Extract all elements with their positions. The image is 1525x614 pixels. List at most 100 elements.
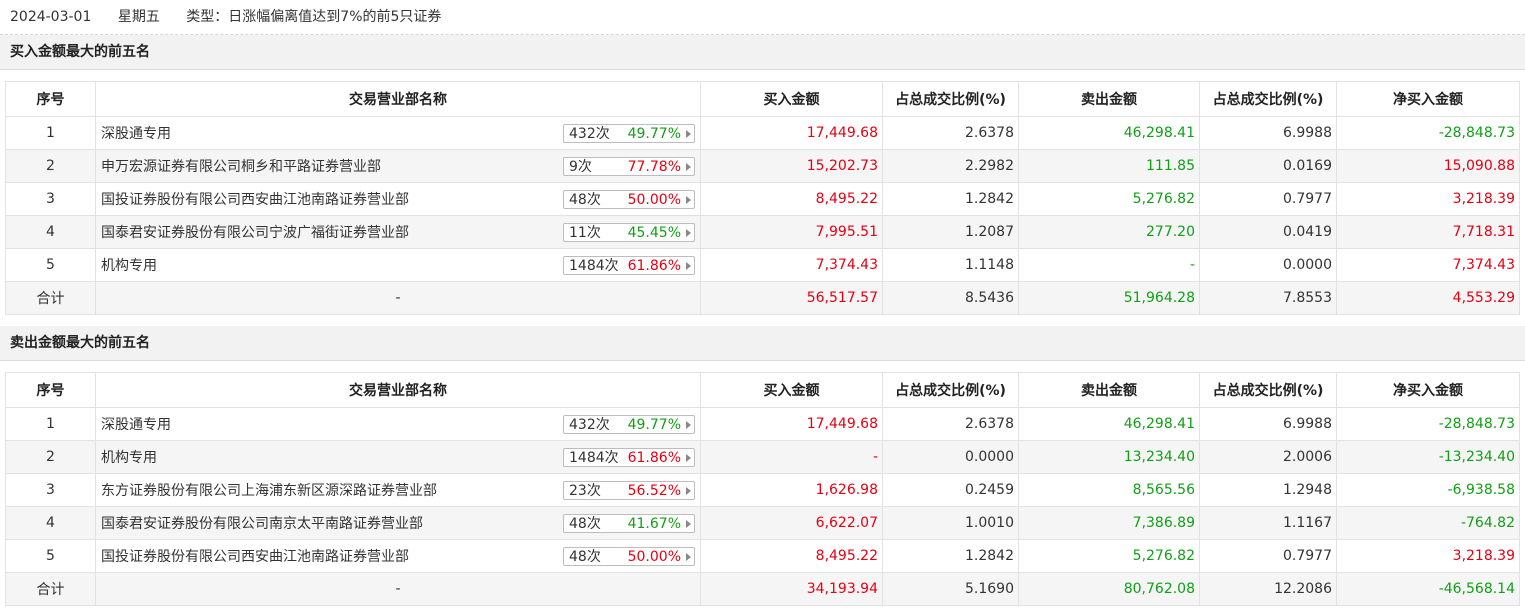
column-header: 买入金额 <box>700 81 883 117</box>
row-index: 4 <box>5 215 96 249</box>
sell-ratio: 1.2948 <box>1199 473 1337 507</box>
total-buy-ratio: 5.1690 <box>882 572 1019 606</box>
appearance-count: 48次 <box>569 192 601 208</box>
broker-cell: 东方证券股份有限公司上海浦东新区源深路证券营业部 23次 56.52% <box>95 473 701 507</box>
broker-stats-button[interactable]: 9次 77.78% <box>563 157 695 176</box>
caret-right-icon <box>686 196 691 204</box>
spacer <box>0 70 1525 81</box>
sell-amount: 46,298.41 <box>1018 116 1200 150</box>
broker-name[interactable]: 机构专用 <box>101 258 157 274</box>
appearance-count: 1484次 <box>569 450 619 466</box>
broker-stats-button[interactable]: 23次 56.52% <box>563 481 695 500</box>
weekday: 星期五 <box>117 9 160 25</box>
buy-amount: 7,374.43 <box>700 248 883 282</box>
appearance-count: 9次 <box>569 159 592 175</box>
table-row: 4 国泰君安证券股份有限公司南京太平南路证券营业部 48次 41.67% 6,622.0… <box>5 506 1520 540</box>
top-info-bar: 2024-03-01 星期五 类型：日涨幅偏离值达到7%的前5只证券 <box>0 0 1525 34</box>
sell-amount: 5,276.82 <box>1018 182 1200 216</box>
broker-name[interactable]: 深股通专用 <box>101 126 171 142</box>
sell-amount: 111.85 <box>1018 149 1200 183</box>
total-broker-placeholder: - <box>95 572 701 606</box>
column-header: 净买入金额 <box>1336 81 1520 117</box>
broker-name[interactable]: 机构专用 <box>101 450 157 466</box>
net-buy-amount: 15,090.88 <box>1336 149 1520 183</box>
sell-ratio: 6.9988 <box>1199 116 1337 150</box>
broker-cell: 国投证券股份有限公司西安曲江池南路证券营业部 48次 50.00% <box>95 539 701 573</box>
broker-name[interactable]: 国投证券股份有限公司西安曲江池南路证券营业部 <box>101 192 409 208</box>
broker-cell: 国投证券股份有限公司西安曲江池南路证券营业部 48次 50.00% <box>95 182 701 216</box>
buy-ratio: 2.6378 <box>882 116 1019 150</box>
trade-date: 2024-03-01 <box>10 9 92 25</box>
row-index: 3 <box>5 473 96 507</box>
net-buy-amount: -28,848.73 <box>1336 407 1520 441</box>
broker-stats-button[interactable]: 11次 45.45% <box>563 223 695 242</box>
appearance-count: 23次 <box>569 483 601 499</box>
broker-name[interactable]: 东方证券股份有限公司上海浦东新区源深路证券营业部 <box>101 483 437 499</box>
row-index: 1 <box>5 407 96 441</box>
sell-ratio: 1.1167 <box>1199 506 1337 540</box>
broker-name[interactable]: 深股通专用 <box>101 417 171 433</box>
net-buy-amount: -28,848.73 <box>1336 116 1520 150</box>
buy-amount: 1,626.98 <box>700 473 883 507</box>
top-sellers-table: 序号 交易营业部名称 买入金额 占总成交比例(%) 卖出金额 占总成交比例(%) 净买入金额… <box>5 372 1520 606</box>
column-header: 占总成交比例(%) <box>882 372 1019 408</box>
column-header: 序号 <box>5 81 96 117</box>
caret-right-icon <box>686 421 691 429</box>
broker-stats-button[interactable]: 48次 50.00% <box>563 547 695 566</box>
win-rate: 77.78% <box>627 159 681 175</box>
sell-amount: 277.20 <box>1018 215 1200 249</box>
broker-stats-button[interactable]: 432次 49.77% <box>563 415 695 434</box>
buy-amount: 15,202.73 <box>700 149 883 183</box>
total-sell-amount: 80,762.08 <box>1018 572 1200 606</box>
broker-name[interactable]: 申万宏源证券有限公司桐乡和平路证券营业部 <box>101 159 381 175</box>
buy-ratio: 2.6378 <box>882 407 1019 441</box>
table-row: 5 国投证券股份有限公司西安曲江池南路证券营业部 48次 50.00% 8,495.22… <box>5 539 1520 573</box>
net-buy-amount: -6,938.58 <box>1336 473 1520 507</box>
win-rate: 49.77% <box>627 417 681 433</box>
caret-right-icon <box>686 229 691 237</box>
section-title: 卖出金额最大的前五名 <box>0 326 1525 361</box>
appearance-count: 48次 <box>569 516 601 532</box>
total-buy-ratio: 8.5436 <box>882 281 1019 315</box>
win-rate: 61.86% <box>627 450 681 466</box>
win-rate: 41.67% <box>627 516 681 532</box>
table-row: 2 申万宏源证券有限公司桐乡和平路证券营业部 9次 77.78% 15,202.73 2.… <box>5 149 1520 183</box>
win-rate: 50.00% <box>627 549 681 565</box>
column-header: 序号 <box>5 372 96 408</box>
broker-stats-button[interactable]: 48次 41.67% <box>563 514 695 533</box>
broker-cell: 机构专用 1484次 61.86% <box>95 440 701 474</box>
broker-name[interactable]: 国泰君安证券股份有限公司宁波广福街证券营业部 <box>101 225 409 241</box>
net-buy-amount: 3,218.39 <box>1336 182 1520 216</box>
buy-ratio: 1.2842 <box>882 539 1019 573</box>
column-header: 卖出金额 <box>1018 81 1200 117</box>
broker-stats-button[interactable]: 48次 50.00% <box>563 190 695 209</box>
buy-amount: - <box>700 440 883 474</box>
table-row: 3 东方证券股份有限公司上海浦东新区源深路证券营业部 23次 56.52% 1,626.… <box>5 473 1520 507</box>
broker-stats-button[interactable]: 1484次 61.86% <box>563 448 695 467</box>
top-buyers-table: 序号 交易营业部名称 买入金额 占总成交比例(%) 卖出金额 占总成交比例(%) 净买入金额… <box>5 81 1520 315</box>
broker-name[interactable]: 国投证券股份有限公司西安曲江池南路证券营业部 <box>101 549 409 565</box>
buy-amount: 17,449.68 <box>700 116 883 150</box>
sell-ratio: 0.7977 <box>1199 539 1337 573</box>
broker-stats-button[interactable]: 1484次 61.86% <box>563 256 695 275</box>
buy-ratio: 0.2459 <box>882 473 1019 507</box>
row-index: 5 <box>5 539 96 573</box>
total-broker-placeholder: - <box>95 281 701 315</box>
caret-right-icon <box>686 163 691 171</box>
net-buy-amount: -764.82 <box>1336 506 1520 540</box>
buy-amount: 8,495.22 <box>700 182 883 216</box>
broker-cell: 国泰君安证券股份有限公司宁波广福街证券营业部 11次 45.45% <box>95 215 701 249</box>
net-buy-amount: -13,234.40 <box>1336 440 1520 474</box>
appearance-count: 1484次 <box>569 258 619 274</box>
table-row: 1 深股通专用 432次 49.77% 17,449.68 2.6378 46,298.41… <box>5 116 1520 150</box>
net-buy-amount: 3,218.39 <box>1336 539 1520 573</box>
row-index: 4 <box>5 506 96 540</box>
broker-stats-button[interactable]: 432次 49.77% <box>563 124 695 143</box>
buy-amount: 17,449.68 <box>700 407 883 441</box>
sell-amount: 13,234.40 <box>1018 440 1200 474</box>
buy-ratio: 0.0000 <box>882 440 1019 474</box>
column-header: 净买入金额 <box>1336 372 1520 408</box>
table-row: 3 国投证券股份有限公司西安曲江池南路证券营业部 48次 50.00% 8,495.22… <box>5 182 1520 216</box>
broker-name[interactable]: 国泰君安证券股份有限公司南京太平南路证券营业部 <box>101 516 423 532</box>
sell-amount: 8,565.56 <box>1018 473 1200 507</box>
